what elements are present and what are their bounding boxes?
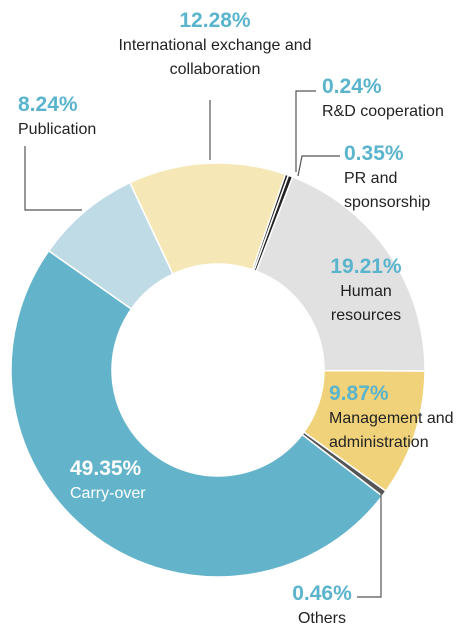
donut-segment: [302, 369, 426, 493]
leader-line: [357, 490, 382, 598]
category-label: Management and administration: [329, 410, 454, 451]
value-label: 9.87%: [329, 382, 389, 405]
category-label: PR and sponsorship: [344, 170, 431, 211]
value-label: 0.46%: [292, 582, 352, 605]
donut-segment: [10, 249, 384, 578]
segment-label: 0.35% PR and sponsorship: [344, 141, 454, 215]
value-label: 49.35%: [70, 457, 142, 480]
segment-label: 49.35% Carry-over: [70, 456, 220, 506]
donut-segment: [47, 181, 174, 311]
donut-segment: [251, 173, 290, 272]
category-label: Others: [297, 610, 346, 626]
value-label: 0.24%: [322, 75, 382, 98]
category-label: Publication: [18, 121, 97, 138]
leader-line: [295, 90, 316, 172]
category-label: R&D cooperation: [322, 103, 444, 120]
segment-label: 0.24% R&D cooperation: [322, 74, 472, 124]
value-label: 12.28%: [179, 9, 251, 32]
category-label: Human resources: [330, 283, 402, 324]
value-label: 0.35%: [344, 142, 404, 165]
segment-label: 12.28% International exchange and collabo…: [90, 8, 340, 82]
value-label: 8.24%: [18, 93, 78, 116]
value-label: 19.21%: [330, 255, 402, 278]
donut-segment: [255, 175, 426, 372]
segment-label: 19.21% Human resources: [316, 254, 416, 328]
category-label: International exchange and collaboration: [118, 37, 312, 78]
segment-label: 8.24% Publication: [18, 92, 168, 142]
category-label: Carry-over: [70, 485, 146, 502]
leader-line: [24, 146, 82, 211]
leader-line: [297, 155, 340, 177]
segment-label: 9.87% Management and administration: [329, 381, 474, 455]
segment-label: 0.46% Others: [262, 581, 382, 626]
